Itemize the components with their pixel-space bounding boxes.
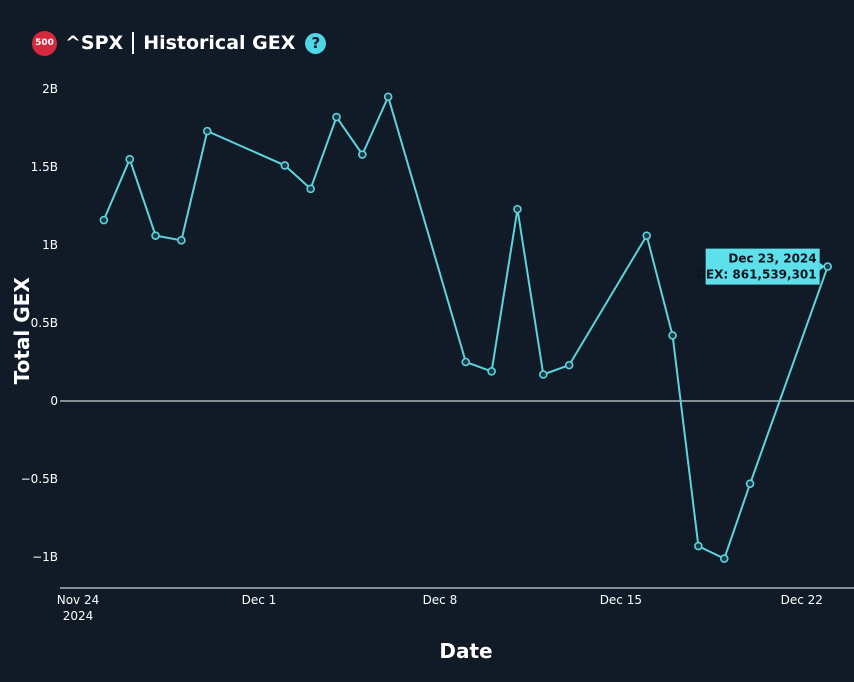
y-tick-label: −0.5B (21, 472, 58, 486)
sp500-logo-badge: 500 (32, 30, 57, 56)
x-tick-label: Dec 15 (600, 593, 642, 607)
help-icon[interactable]: ? (305, 32, 327, 54)
chart-header: 500 ^SPX Historical GEX ? (32, 28, 327, 58)
gex-series-line (102, 93, 829, 560)
data-point[interactable] (642, 231, 652, 240)
x-tick-label: Dec 8 (423, 593, 458, 607)
x-tick-label: Dec 1 (242, 593, 277, 607)
data-point[interactable] (358, 150, 367, 159)
title-separator (132, 32, 135, 54)
data-point[interactable] (513, 204, 522, 214)
data-point[interactable] (823, 262, 832, 271)
y-axis-ticks: 2B 1.5B 1B 0.5B 0 −0.5B −1B (21, 82, 58, 564)
data-point[interactable] (383, 92, 393, 102)
x-axis-ticks: Nov 24 2024 Dec 1 Dec 8 Dec 15 Dec 22 (57, 593, 823, 623)
data-point[interactable] (461, 357, 471, 367)
tooltip-pointer (819, 262, 825, 271)
data-point[interactable] (99, 215, 109, 225)
tooltip-box (705, 248, 820, 285)
data-point[interactable] (694, 541, 703, 551)
y-tick-label: 1.5B (31, 160, 58, 174)
x-tick-label: Nov 24 (57, 593, 100, 607)
data-point[interactable] (151, 231, 160, 240)
data-point[interactable] (668, 331, 677, 340)
data-point[interactable] (332, 112, 341, 122)
data-point[interactable] (538, 370, 548, 379)
x-tick-year-label: 2024 (63, 609, 94, 623)
y-tick-label: 1B (42, 238, 58, 252)
data-point[interactable] (125, 154, 134, 164)
data-point[interactable] (564, 360, 574, 370)
data-point[interactable] (202, 126, 212, 136)
data-point[interactable] (280, 161, 290, 170)
y-tick-label: 0.5B (31, 316, 58, 330)
gex-data-points (99, 92, 832, 563)
tooltip-date: Dec 23, 2024 (728, 252, 816, 266)
data-point[interactable] (745, 479, 755, 488)
hover-tooltip: Dec 23, 2024 GEX: 861,539,301 (696, 248, 825, 285)
x-tick-label: Dec 22 (781, 593, 823, 607)
x-axis-title: Date (439, 639, 492, 663)
data-point[interactable] (306, 184, 315, 194)
ticker-symbol: ^SPX (65, 32, 124, 54)
y-tick-label: 2B (42, 82, 58, 96)
y-tick-label: 0 (50, 394, 58, 408)
data-point[interactable] (719, 554, 729, 563)
data-point[interactable] (487, 367, 496, 376)
data-point[interactable] (177, 236, 186, 245)
y-tick-label: −1B (32, 550, 58, 564)
tooltip-value: GEX: 861,539,301 (696, 268, 817, 282)
chart-title: Historical GEX (143, 32, 296, 54)
y-axis-title: Total GEX (10, 277, 34, 385)
